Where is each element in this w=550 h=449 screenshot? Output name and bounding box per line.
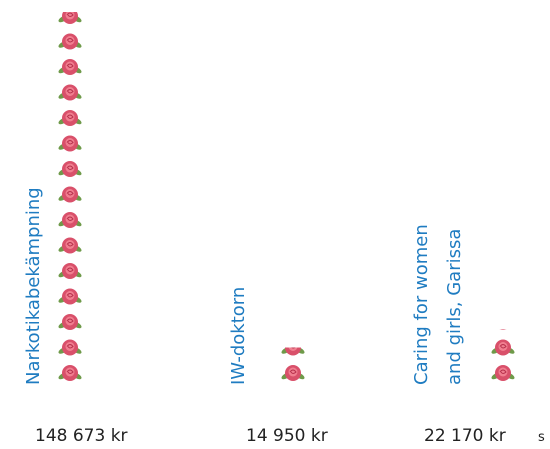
value-label: 14 950 kr — [246, 426, 328, 446]
rose-column — [281, 347, 305, 381]
leaf — [490, 320, 501, 329]
petal-curl — [66, 344, 74, 349]
petal-inner — [65, 214, 75, 224]
petal-curl — [499, 369, 507, 374]
petal-inner — [65, 265, 75, 275]
petal-curl — [66, 140, 74, 145]
petal — [285, 347, 301, 356]
category-label: Narkotikabekämpning — [23, 187, 44, 385]
petal-inner — [65, 163, 75, 173]
petal-inner — [65, 61, 75, 71]
leaf — [504, 320, 515, 329]
petal-curl — [66, 191, 74, 196]
petal-curl — [66, 38, 74, 43]
category-label: IW-doktorn — [228, 286, 249, 385]
value-label: 148 673 kr — [35, 426, 128, 446]
petal-curl — [66, 12, 74, 17]
petal-curl — [66, 89, 74, 94]
petal-curl — [66, 114, 74, 119]
petal-inner — [499, 317, 508, 326]
petal-curl — [66, 242, 74, 247]
petal-curl — [66, 267, 74, 272]
petal-curl — [499, 344, 507, 349]
petal-inner — [65, 240, 75, 249]
petal-inner — [65, 36, 75, 45]
petal-curl — [289, 369, 297, 374]
petal-inner — [65, 342, 75, 351]
petal-inner — [65, 316, 75, 326]
petal-curl — [66, 63, 74, 68]
annotation: s — [538, 430, 545, 445]
petal-inner — [65, 367, 75, 377]
petal-curl — [66, 165, 74, 170]
petal-curl — [66, 216, 74, 221]
petal-inner — [288, 347, 298, 351]
petal-curl — [66, 318, 74, 323]
petal-inner — [65, 138, 75, 147]
petal-inner — [65, 291, 75, 300]
petal-curl — [66, 369, 74, 374]
petal-curl — [500, 319, 506, 323]
petal-curl — [66, 293, 74, 298]
petal — [499, 329, 507, 330]
category-label: Caring for women and girls, Garissa — [411, 224, 465, 385]
petal-inner — [65, 112, 75, 122]
petal-inner — [288, 367, 298, 377]
petal-inner — [498, 342, 508, 351]
petal-inner — [65, 87, 75, 96]
petal-inner — [65, 189, 75, 198]
rose-column — [58, 12, 82, 381]
rose-column — [490, 317, 515, 381]
petal-inner — [498, 367, 508, 377]
petal-curl — [291, 347, 296, 349]
value-label: 22 170 kr — [424, 426, 506, 446]
